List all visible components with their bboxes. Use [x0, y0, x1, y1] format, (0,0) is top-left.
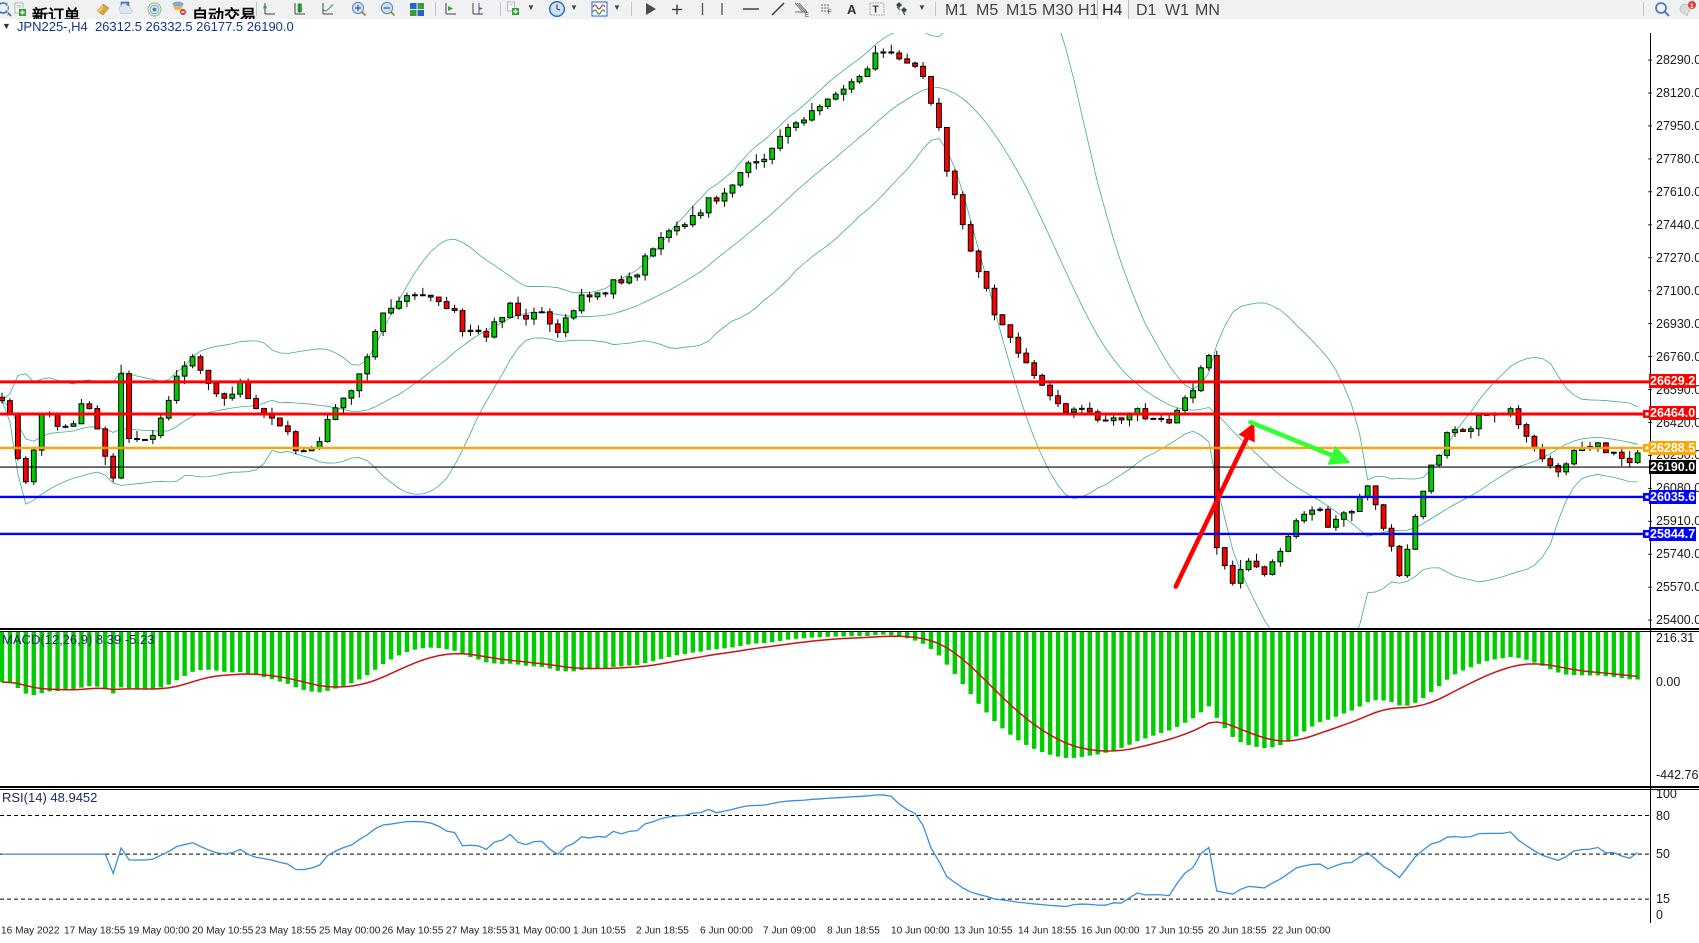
- svg-text:T: T: [873, 5, 879, 16]
- svg-text:F: F: [828, 10, 832, 14]
- svg-text:E: E: [805, 13, 809, 18]
- svg-text:1: 1: [1690, 3, 1694, 10]
